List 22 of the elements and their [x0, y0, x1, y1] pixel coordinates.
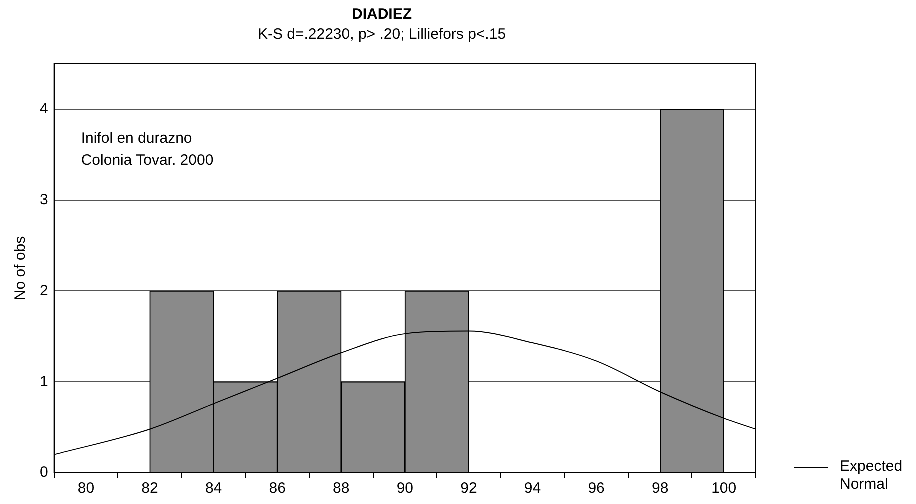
chart-title: DIADIEZ	[352, 6, 412, 24]
x-tick-label: 98	[652, 480, 669, 498]
legend-label: Expected Normal	[840, 458, 904, 494]
y-axis-title: No of obs	[12, 236, 30, 301]
annotation: Inifol en durazno	[81, 130, 192, 148]
x-tick-label: 96	[588, 480, 605, 498]
y-tick-label: 4	[40, 100, 48, 118]
y-tick-label: 3	[40, 191, 48, 208]
x-tick-label: 90	[396, 480, 414, 498]
x-tick-label: 86	[269, 480, 286, 498]
x-tick-label: 100	[712, 480, 737, 498]
chart-subtitle: K-S d=.22230, p> .20; Lilliefors p<.15	[258, 26, 506, 44]
x-tick-label: 94	[524, 480, 542, 498]
x-tick-label: 84	[205, 480, 222, 498]
y-tick-label: 0	[40, 464, 48, 482]
x-tick-label: 82	[142, 480, 158, 498]
annotation: Colonia Tovar. 2000	[81, 152, 214, 170]
y-tick-label: 2	[40, 282, 48, 300]
y-tick-label: 1	[40, 373, 48, 390]
x-tick-label: 88	[333, 480, 350, 498]
x-tick-label: 92	[460, 480, 478, 498]
x-tick-label: 80	[78, 480, 95, 498]
